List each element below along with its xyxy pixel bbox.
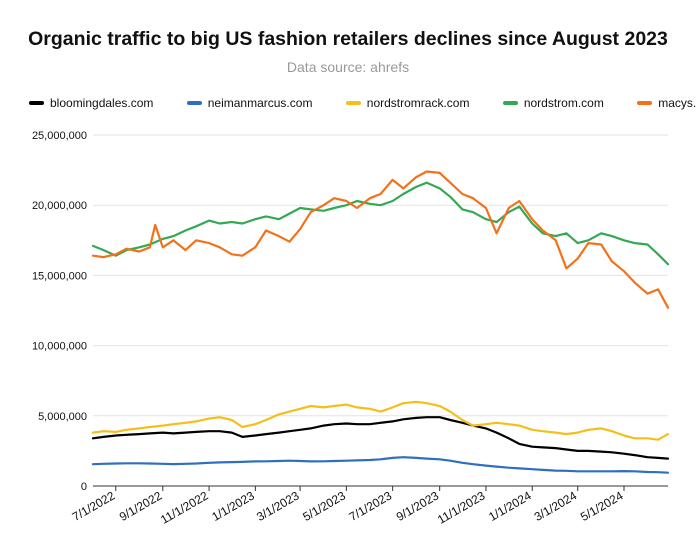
legend-swatch-bloomingdales: [29, 101, 44, 106]
x-tick-label: 11/1/2022: [158, 488, 211, 527]
legend-label-macys: macys.com: [658, 96, 696, 111]
x-tick-label: 9/1/2023: [394, 488, 442, 524]
series-line-nordstromrack: [91, 400, 670, 441]
x-tick-label: 5/1/2024: [578, 488, 626, 524]
legend-label-bloomingdales: bloomingdales.com: [50, 96, 154, 111]
series-line-macys: [91, 170, 670, 309]
legend-item-nordstromrack: nordstromrack.com: [345, 95, 470, 111]
x-tick-label: 3/1/2024: [532, 488, 580, 524]
chart-title: Organic traffic to big US fashion retail…: [28, 28, 668, 50]
chart-subtitle: Data source: ahrefs: [286, 59, 410, 75]
series-line-bloomingdales: [91, 416, 670, 460]
y-tick-label: 20,000,000: [32, 200, 87, 212]
x-tick-label: 1/1/2024: [486, 488, 534, 524]
y-tick-label: 10,000,000: [32, 341, 87, 353]
x-tick-label: 9/1/2022: [117, 488, 165, 524]
x-tick-label: 1/1/2023: [209, 488, 257, 524]
legend-swatch-macys: [637, 101, 653, 106]
x-tick-label: 11/1/2023: [435, 488, 488, 527]
x-tick-label: 3/1/2023: [254, 488, 302, 524]
legend-swatch-nordstrom: [502, 101, 518, 106]
legend-label-neimanmarcus: neimanmarcus.com: [207, 96, 313, 111]
x-tick-label: 7/1/2022: [70, 488, 118, 524]
legend-label-nordstrom: nordstrom.com: [523, 96, 604, 111]
y-tick-label: 0: [81, 481, 87, 493]
series-line-nordstrom: [91, 181, 670, 266]
y-tick-label: 25,000,000: [32, 130, 87, 142]
x-tick-label: 5/1/2023: [300, 488, 348, 524]
y-tick-label: 5,000,000: [38, 411, 87, 423]
y-tick-label: 15,000,000: [32, 270, 87, 282]
chart-legend: bloomingdales.com neimanmarcus.com nords…: [29, 95, 696, 111]
legend-swatch-neimanmarcus: [186, 101, 202, 106]
legend-item-bloomingdales: bloomingdales.com: [29, 95, 153, 110]
legend-item-nordstrom: nordstrom.com: [502, 95, 604, 111]
legend-item-neimanmarcus: neimanmarcus.com: [186, 95, 313, 111]
legend-item-macys: macys.com: [637, 95, 696, 110]
legend-swatch-nordstromrack: [345, 101, 361, 106]
x-tick-label: 7/1/2023: [347, 488, 395, 524]
legend-label-nordstromrack: nordstromrack.com: [366, 96, 470, 111]
series-line-neimanmarcus: [91, 456, 670, 474]
